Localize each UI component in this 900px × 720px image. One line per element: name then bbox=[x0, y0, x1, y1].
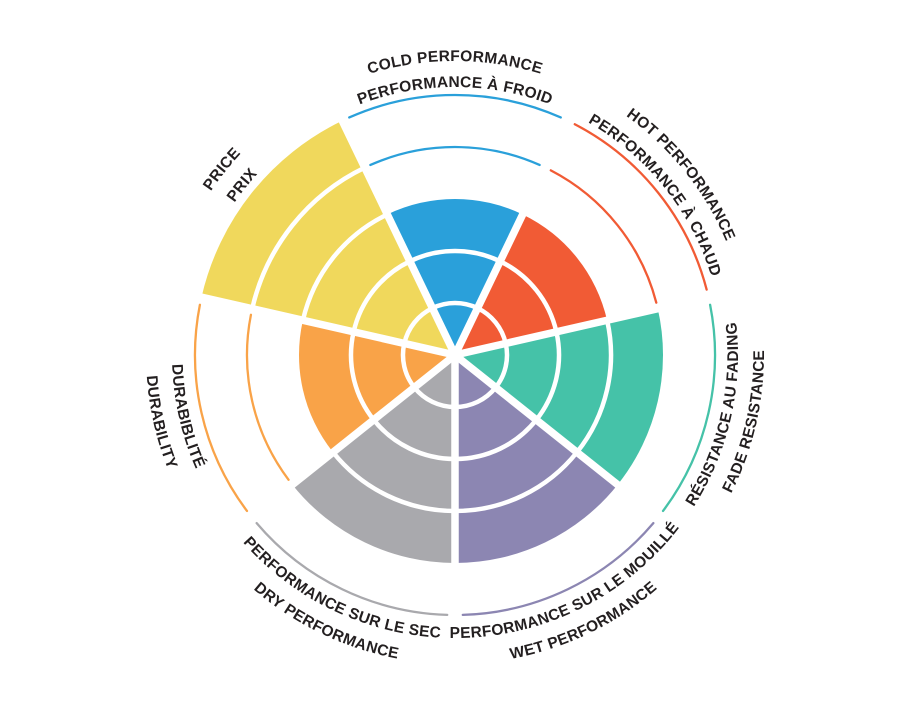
sector-durability-remaining-arc bbox=[193, 303, 249, 513]
sector-price-ring-divider bbox=[250, 165, 366, 310]
sector-gap-spoke bbox=[451, 111, 575, 357]
sector-durability-remaining-arc bbox=[245, 313, 290, 481]
sector-wet-ring-divider bbox=[454, 450, 579, 514]
sector-gap-spoke bbox=[192, 291, 456, 359]
sector-wet-remaining-arc bbox=[461, 521, 655, 617]
sector-price-ring-divider bbox=[351, 259, 411, 333]
sector-price-wedge bbox=[201, 120, 455, 355]
sector-cold-label-fr: PERFORMANCE À FROID bbox=[355, 74, 555, 108]
sector-cold-ring-divider bbox=[408, 248, 502, 264]
sector-gap-spoke bbox=[243, 352, 458, 526]
sector-cold-label-en: COLD PERFORMANCE bbox=[365, 48, 544, 78]
sector-hot-ring-divider bbox=[476, 306, 508, 345]
sector-dry-ring-divider bbox=[412, 385, 456, 410]
sector-durability-ring-divider bbox=[348, 331, 376, 422]
sector-hot-ring-divider bbox=[499, 259, 559, 333]
sector-wet-ring-divider bbox=[454, 418, 539, 462]
sector-hot-remaining-arc bbox=[573, 123, 708, 291]
sector-gap-spoke bbox=[454, 291, 718, 359]
sector-durability-ring-divider bbox=[400, 342, 417, 389]
sector-dry-ring-divider bbox=[331, 450, 456, 514]
remaining-level-arcs bbox=[193, 93, 717, 617]
sector-wet-ring-divider bbox=[454, 385, 498, 410]
sector-fade-remaining-arc bbox=[661, 303, 717, 513]
sector-cold-remaining-arc bbox=[348, 93, 562, 119]
sector-gap-spoke bbox=[335, 111, 459, 357]
sector-fade-ring-divider bbox=[493, 342, 510, 389]
sector-fade-ring-divider bbox=[534, 331, 562, 422]
sector-gap-spokes bbox=[192, 111, 718, 623]
sector-wet-wedge bbox=[455, 355, 618, 563]
sector-fade-ring-divider bbox=[575, 319, 614, 454]
sector-durability-wedge bbox=[298, 320, 455, 453]
sector-gap-spoke bbox=[452, 352, 667, 526]
sector-price-ring-divider bbox=[402, 306, 434, 345]
sector-hot-remaining-arc bbox=[549, 169, 658, 304]
sector-dry-remaining-arc bbox=[255, 521, 449, 617]
sector-wedges bbox=[201, 120, 664, 563]
sector-cold-ring-divider bbox=[431, 300, 479, 311]
sector-dry-ring-divider bbox=[371, 418, 456, 462]
sector-cold-wedge bbox=[387, 198, 523, 355]
sector-cold-remaining-arc bbox=[369, 145, 541, 167]
sector-dry-wedge bbox=[292, 355, 455, 563]
sector-price-ring-divider bbox=[300, 212, 389, 321]
ring-dividers bbox=[250, 165, 614, 514]
